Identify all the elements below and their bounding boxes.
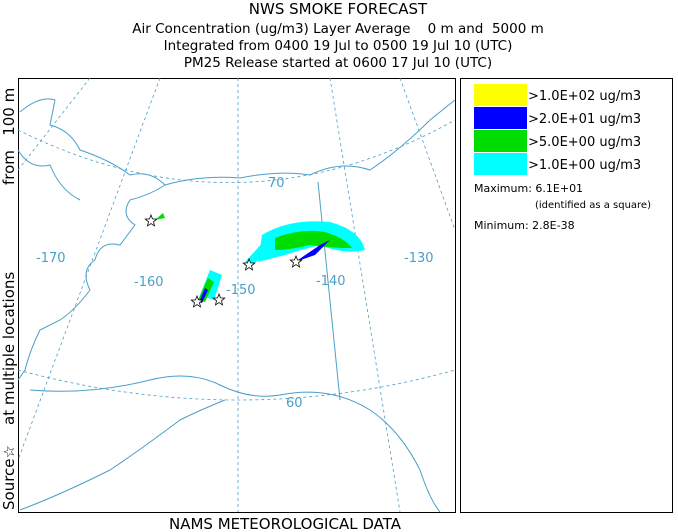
graticule-label: 70 <box>268 176 285 191</box>
map-frame <box>18 78 456 513</box>
graticule-label: -140 <box>316 274 346 289</box>
graticule-label: -170 <box>36 251 66 266</box>
subtitle: Air Concentration (ug/m3) Layer Average … <box>132 21 544 37</box>
side-label: Source☆ <box>0 445 18 510</box>
source-star <box>289 254 303 268</box>
legend-swatch <box>474 153 527 175</box>
maximum: Maximum: 6.1E+01 <box>474 182 583 195</box>
graticule-label: 60 <box>286 396 303 411</box>
source-star <box>212 292 226 306</box>
source-star <box>242 257 256 271</box>
source-star <box>144 213 158 227</box>
footer: NAMS METEOROLOGICAL DATA <box>169 515 402 532</box>
smoke <box>155 213 365 303</box>
maximum-note: (identified as a square) <box>535 200 651 211</box>
source-star <box>190 294 204 308</box>
side-label: from 100 m <box>0 88 18 185</box>
legend-label: >5.0E+00 ug/m3 <box>528 135 641 150</box>
legend-label: >1.0E+00 ug/m3 <box>528 158 641 173</box>
legend-label: >1.0E+02 ug/m3 <box>528 89 641 104</box>
legend-swatch <box>474 84 527 106</box>
graticule-label: -130 <box>404 251 434 266</box>
map <box>17 77 456 513</box>
legend-frame <box>460 78 673 513</box>
minimum: Minimum: 2.8E-38 <box>474 219 575 232</box>
graticule-label: -150 <box>226 283 256 298</box>
source-markers <box>144 213 303 308</box>
graticule-label: -160 <box>134 275 164 290</box>
legend-swatch <box>474 107 527 129</box>
side-label: at multiple locations <box>0 272 18 425</box>
subtitle: Integrated from 0400 19 Jul to 0500 19 J… <box>164 38 513 54</box>
legend-swatch <box>474 130 527 152</box>
subtitle: PM25 Release started at 0600 17 Jul 10 (… <box>184 55 492 71</box>
title: NWS SMOKE FORECAST <box>249 0 428 18</box>
legend-label: >2.0E+01 ug/m3 <box>528 112 641 127</box>
